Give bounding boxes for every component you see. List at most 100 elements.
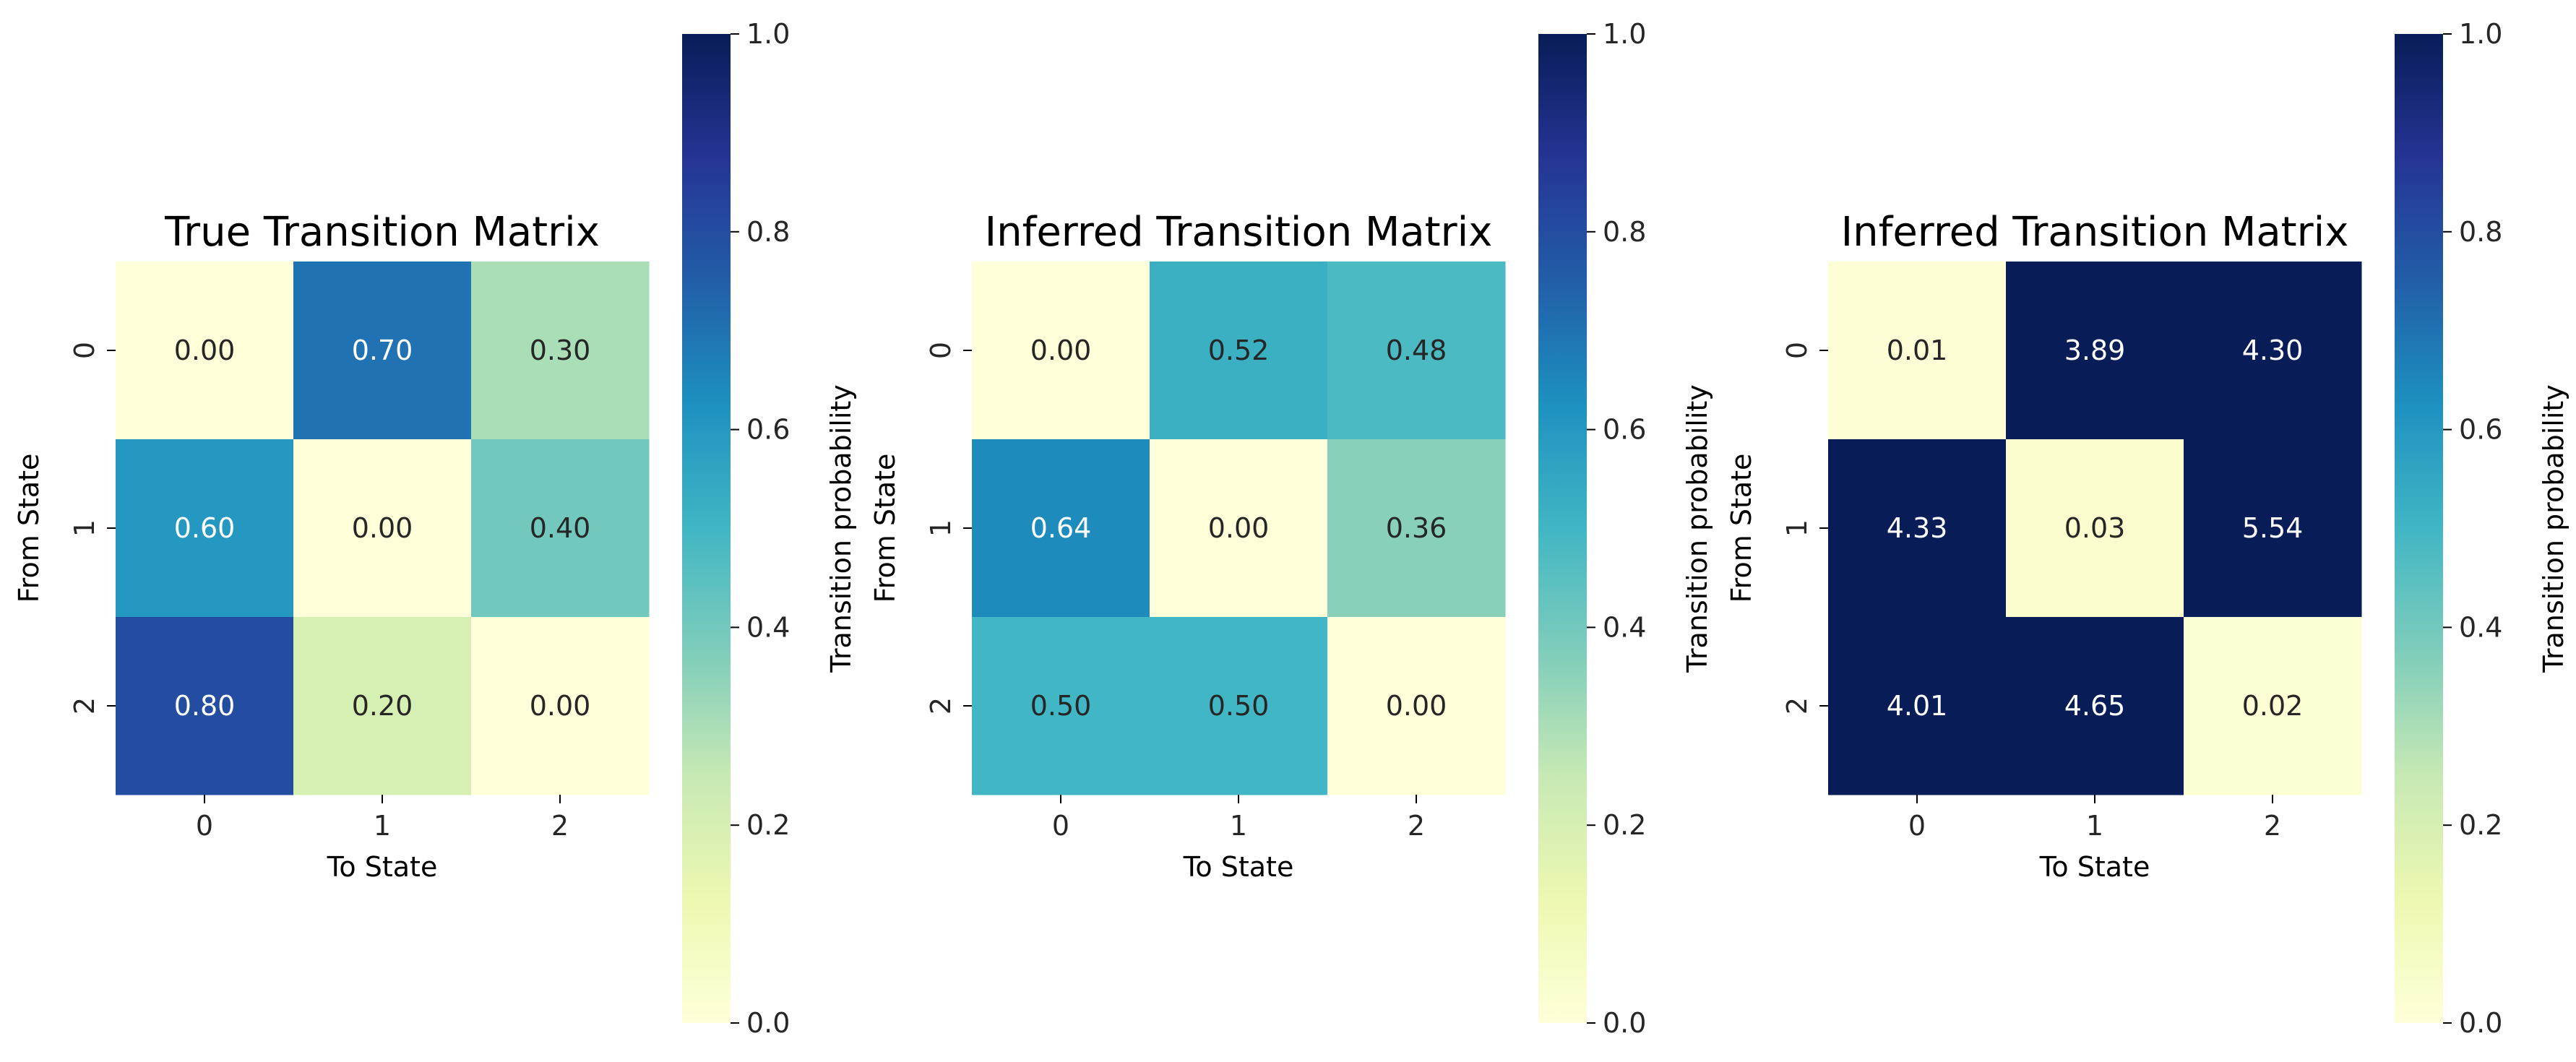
cell-value-label: 0.52 xyxy=(1208,334,1270,366)
heatmap-cell xyxy=(293,617,472,795)
cell-value-label: 0.50 xyxy=(1208,690,1270,722)
x-tick-label: 2 xyxy=(1408,810,1425,842)
y-tick-label: 2 xyxy=(1781,697,1813,715)
colorbar xyxy=(2395,34,2443,1023)
cell-value-label: 4.01 xyxy=(1887,690,1948,722)
colorbar-tick-label: 0.2 xyxy=(746,809,790,841)
colorbar-tick-label: 1.0 xyxy=(746,18,790,50)
heatmap-cell xyxy=(293,439,472,618)
heatmap-cell xyxy=(116,262,294,440)
heatmap-cell xyxy=(1828,439,2007,618)
y-tick-label: 1 xyxy=(1781,519,1813,537)
colorbar-tick-label: 0.0 xyxy=(1603,1007,1646,1039)
colorbar-tick-label: 0.0 xyxy=(746,1007,790,1039)
x-axis-label: To State xyxy=(327,851,438,883)
y-tick-label: 2 xyxy=(925,697,957,715)
colorbar-tick-label: 0.6 xyxy=(2459,414,2502,446)
cell-value-label: 0.00 xyxy=(1208,512,1270,544)
colorbar-tick-label: 0.4 xyxy=(2459,611,2502,643)
y-tick-label: 0 xyxy=(925,342,957,359)
cell-value-label: 5.54 xyxy=(2242,512,2304,544)
heatmap-cell xyxy=(1150,439,1328,618)
y-axis-label: From State xyxy=(1726,454,1757,603)
colorbar-tick-label: 0.8 xyxy=(1603,216,1646,248)
heatmap-cell xyxy=(293,262,472,440)
colorbar-tick-label: 1.0 xyxy=(2459,18,2502,50)
heatmap-panel-2: 0.00 0.52 0.480.64 0.00 0.360.50 0.50 0.00Infe… xyxy=(869,18,1713,1039)
colorbar-tick-label: 0.2 xyxy=(1603,809,1646,841)
x-tick-label: 0 xyxy=(1052,810,1069,842)
y-tick-label: 0 xyxy=(69,342,100,359)
colorbar-tick-label: 0.6 xyxy=(746,414,790,446)
x-axis-label: To State xyxy=(2039,851,2150,883)
colorbar-tick-label: 0.4 xyxy=(1603,611,1646,643)
y-axis-label: From State xyxy=(869,454,901,603)
cell-value-label: 3.89 xyxy=(2064,334,2126,366)
y-tick-label: 1 xyxy=(69,519,100,537)
cell-value-label: 0.64 xyxy=(1030,512,1092,544)
heatmap-cell xyxy=(1327,262,1506,440)
cell-value-label: 4.33 xyxy=(1887,512,1948,544)
heatmap-cell xyxy=(471,262,650,440)
cell-value-label: 0.36 xyxy=(1386,512,1447,544)
cell-value-label: 4.65 xyxy=(2064,690,2126,722)
cell-value-label: 4.30 xyxy=(2242,334,2304,366)
x-tick-label: 2 xyxy=(551,810,569,842)
heatmap-cell xyxy=(2006,617,2184,795)
heatmap-cell xyxy=(2184,262,2362,440)
colorbar-label: Transition probability xyxy=(2538,384,2569,673)
x-tick-label: 1 xyxy=(374,810,391,842)
x-axis-label: To State xyxy=(1183,851,1294,883)
y-tick-label: 0 xyxy=(1781,342,1813,359)
panel-title: Inferred Transition Matrix xyxy=(985,209,1493,256)
cell-value-label: 0.70 xyxy=(352,334,413,366)
heatmap-cell xyxy=(2006,262,2184,440)
heatmap-cell xyxy=(972,439,1150,618)
cell-value-label: 0.00 xyxy=(530,690,591,722)
colorbar-tick-label: 0.8 xyxy=(746,216,790,248)
colorbar-tick-label: 0.6 xyxy=(1603,414,1646,446)
cell-value-label: 0.00 xyxy=(1386,690,1447,722)
heatmap-cell xyxy=(1327,617,1506,795)
colorbar-label: Transition probability xyxy=(825,384,857,673)
y-axis-label: From State xyxy=(13,454,45,603)
colorbar-tick-label: 0.2 xyxy=(2459,809,2502,841)
y-tick-label: 2 xyxy=(69,697,100,715)
heatmap-cell xyxy=(972,617,1150,795)
colorbar-tick-label: 0.0 xyxy=(2459,1007,2502,1039)
heatmap-cell xyxy=(471,439,650,618)
colorbar-label: Transition probability xyxy=(1681,384,1713,673)
cell-value-label: 0.00 xyxy=(1030,334,1092,366)
colorbar-tick-label: 0.8 xyxy=(2459,216,2502,248)
colorbar xyxy=(1538,34,1587,1023)
heatmap-cell xyxy=(1327,439,1506,618)
cell-value-label: 0.01 xyxy=(1887,334,1948,366)
heatmap-cell xyxy=(2184,617,2362,795)
x-tick-label: 0 xyxy=(196,810,213,842)
heatmap-cell xyxy=(1150,617,1328,795)
cell-value-label: 0.80 xyxy=(174,690,236,722)
y-tick-label: 1 xyxy=(925,519,957,537)
panel-title: True Transition Matrix xyxy=(164,209,600,256)
heatmap-cell xyxy=(2184,439,2362,618)
cell-value-label: 0.60 xyxy=(174,512,236,544)
heatmap-cell xyxy=(116,439,294,618)
x-tick-label: 1 xyxy=(1230,810,1247,842)
heatmap-cell xyxy=(116,617,294,795)
panel-title: Inferred Transition Matrix xyxy=(1841,209,2349,256)
x-tick-label: 2 xyxy=(2264,810,2281,842)
cell-value-label: 0.40 xyxy=(530,512,591,544)
heatmap-cell xyxy=(2006,439,2184,618)
heatmap-cell xyxy=(1828,617,2007,795)
cell-value-label: 0.48 xyxy=(1386,334,1447,366)
heatmap-cell xyxy=(1150,262,1328,440)
cell-value-label: 0.00 xyxy=(174,334,236,366)
heatmap-panel-3: 0.01 3.89 4.304.33 0.03 5.544.01 4.65 0.02Infe… xyxy=(1726,18,2569,1039)
cell-value-label: 0.20 xyxy=(352,690,413,722)
colorbar-tick-label: 1.0 xyxy=(1603,18,1646,50)
colorbar xyxy=(682,34,731,1023)
cell-value-label: 0.50 xyxy=(1030,690,1092,722)
heatmap-cell xyxy=(471,617,650,795)
heatmap-cell xyxy=(1828,262,2007,440)
